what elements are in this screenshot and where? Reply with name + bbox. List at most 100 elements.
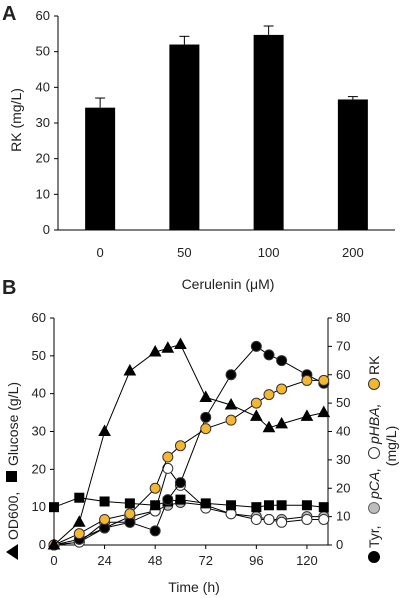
point-rk [200,423,212,435]
point-od600 [249,409,263,421]
point-phba [250,513,262,525]
point-glucose [175,494,186,505]
point-phba [276,516,288,528]
panel-a-xlabel: Cerulenin (μM) [182,276,275,292]
legend-triangle-icon [6,544,18,560]
panel-b-right-tick-label: 70 [336,338,350,353]
point-tyr [149,525,161,537]
panel-a-ytick-label: 60 [36,8,50,23]
point-glucose [49,502,59,513]
point-od600 [262,420,276,433]
right-ylabel-rk: RK [366,355,382,375]
panel-b-left-tick-label: 0 [39,537,46,552]
panel-label-b: B [2,277,16,299]
legend-phba-icon [368,447,380,459]
point-od600 [199,390,213,402]
point-glucose [301,500,312,511]
panel-b-xtick-label: 24 [97,553,111,568]
point-od600 [72,515,86,527]
panel-a-xtick-label: 50 [177,245,191,260]
point-glucose [276,500,287,511]
panel-b-xtick-label: 96 [249,553,263,568]
panel-a-ytick-label: 40 [36,79,50,94]
panel-b-xtick-label: 48 [148,553,162,568]
panel-b-xtick-label: 72 [199,553,213,568]
point-od600 [275,416,288,429]
panel-a-xtick-label: 200 [342,245,364,260]
point-od600 [161,341,175,353]
legend-pca-icon [368,502,380,514]
panel-b-right-tick-label: 0 [336,537,343,552]
panel-b-right-tick-label: 30 [336,452,350,467]
point-glucose [124,498,135,509]
right-ylabel-pca: pCA, [366,468,382,500]
point-glucose [200,498,211,509]
panel-b-right-tick-label: 20 [336,480,350,495]
point-rk [225,414,237,426]
panel-b-chart: 0 10 20 30 40 50 60 0 10 20 30 40 50 60 70 80 0 24 48 72 96 1… [32,310,351,568]
point-od600 [123,363,137,376]
left-ylabel-line2: Glucose (g/L) [5,382,21,466]
panel-label-a: A [2,3,16,25]
panel-a-chart: 0 10 20 30 40 50 60 0 50 100 200 [36,8,395,260]
point-tyr [250,340,262,352]
panel-b-xtick-label: 120 [296,553,318,568]
panel-a-bar [337,99,368,231]
point-rk [73,528,85,540]
panel-b-xlabel: Time (h) [168,579,220,595]
point-phba [225,508,237,520]
panel-b-left-ylabel: OD600, Glucose (g/L) [5,382,21,560]
right-ylabel-units: (mg/L) [383,426,399,466]
point-rk [174,440,186,452]
panel-a-ytick-label: 30 [36,115,50,130]
point-od600 [174,337,187,349]
point-od600 [300,409,314,421]
panel-a-ytick-label: 0 [43,222,50,237]
panel-b-xtick-label: 0 [50,553,57,568]
point-glucose [251,502,262,513]
point-glucose [74,492,85,503]
panel-b-left-tick-label: 10 [32,499,46,514]
right-ylabel-tyr: Tyr, [366,525,382,548]
point-rk [318,374,330,386]
point-tyr [276,355,288,367]
point-phba [263,513,275,525]
panel-a-ytick-label: 10 [36,186,50,201]
panel-a-ytick-label: 20 [36,151,50,166]
point-glucose [226,500,237,511]
panel-b-left-tick-label: 30 [32,424,46,439]
panel-a-xtick-label: 100 [258,245,280,260]
point-rk [276,383,288,395]
legend-square-icon [6,471,17,482]
point-od600 [98,424,111,436]
panel-b-right-tick-label: 50 [336,395,350,410]
point-od600 [148,345,162,357]
panel-a-ylabel: RK (mg/L) [8,88,24,152]
panel-b-right-tick-label: 10 [336,509,350,524]
point-glucose [150,500,161,511]
point-rk [124,508,136,520]
right-ylabel-phba: pHBA, [366,404,382,445]
panel-b-left-tick-label: 20 [32,461,46,476]
panel-a-bar [253,34,284,230]
point-glucose [263,500,274,511]
point-rk [250,397,262,409]
point-od600 [47,537,61,550]
panel-b-left-tick-label: 60 [32,310,46,325]
panel-a-bar [85,107,116,230]
point-rk [162,451,174,463]
point-glucose [99,496,110,507]
panel-b-left-tick-label: 50 [32,348,46,363]
point-rk [301,374,313,386]
panel-b-right-tick-label: 40 [336,424,350,439]
point-rk [263,389,275,401]
point-tyr [263,349,275,361]
panel-a-xtick-label: 0 [97,245,104,260]
panel-b-left-tick-label: 40 [32,386,46,401]
point-tyr [162,494,174,506]
point-tyr [225,369,237,381]
legend-tyr-icon [368,551,380,563]
point-phba [301,513,313,525]
point-od600 [224,397,238,410]
